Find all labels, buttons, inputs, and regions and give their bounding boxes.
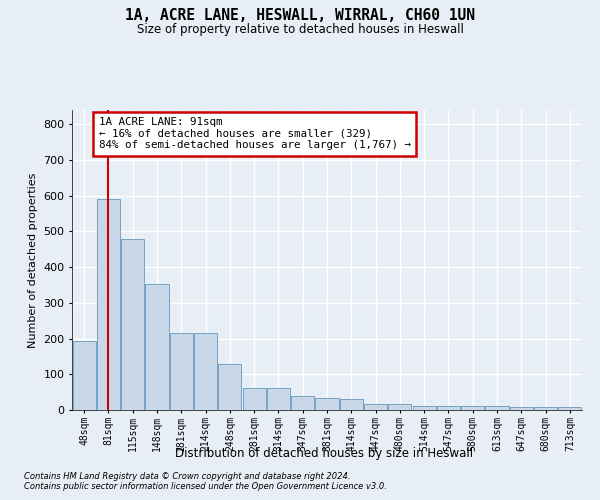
- Bar: [534, 407, 557, 410]
- Bar: [97, 200, 120, 410]
- Bar: [316, 398, 338, 410]
- Text: 1A, ACRE LANE, HESWALL, WIRRAL, CH60 1UN: 1A, ACRE LANE, HESWALL, WIRRAL, CH60 1UN: [125, 8, 475, 22]
- Bar: [461, 406, 484, 410]
- Text: 1A ACRE LANE: 91sqm
← 16% of detached houses are smaller (329)
84% of semi-detac: 1A ACRE LANE: 91sqm ← 16% of detached ho…: [99, 117, 411, 150]
- Text: Size of property relative to detached houses in Heswall: Size of property relative to detached ho…: [137, 22, 463, 36]
- Bar: [73, 341, 95, 410]
- Bar: [485, 406, 509, 410]
- Text: Distribution of detached houses by size in Heswall: Distribution of detached houses by size …: [175, 448, 473, 460]
- Bar: [510, 407, 533, 410]
- Bar: [364, 404, 387, 410]
- Text: Contains public sector information licensed under the Open Government Licence v3: Contains public sector information licen…: [24, 482, 387, 491]
- Bar: [170, 333, 193, 410]
- Bar: [559, 407, 581, 410]
- Bar: [194, 333, 217, 410]
- Bar: [388, 404, 412, 410]
- Bar: [267, 388, 290, 410]
- Bar: [145, 284, 169, 410]
- Bar: [413, 406, 436, 410]
- Text: Contains HM Land Registry data © Crown copyright and database right 2024.: Contains HM Land Registry data © Crown c…: [24, 472, 350, 481]
- Bar: [218, 364, 241, 410]
- Bar: [340, 398, 363, 410]
- Bar: [242, 388, 266, 410]
- Bar: [121, 238, 144, 410]
- Bar: [291, 396, 314, 410]
- Y-axis label: Number of detached properties: Number of detached properties: [28, 172, 38, 348]
- Bar: [437, 406, 460, 410]
